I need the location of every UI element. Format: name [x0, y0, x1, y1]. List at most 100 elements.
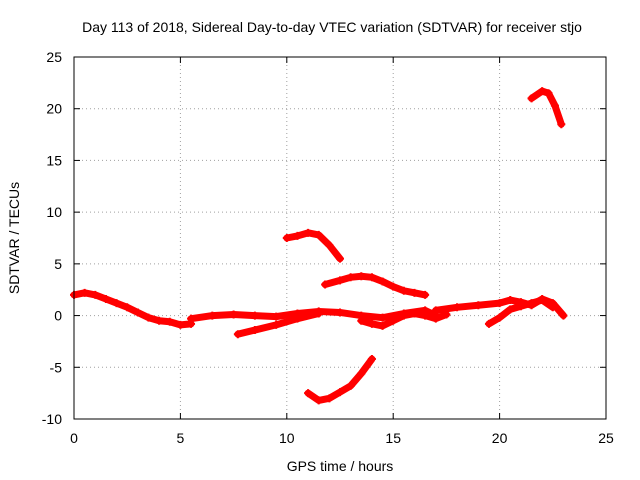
data-series: [70, 87, 568, 405]
data-point: [399, 286, 408, 295]
x-tick-label: 15: [385, 430, 401, 446]
series-track-3: [233, 309, 323, 339]
axis-ticks: 0 5 10 15 20 25 -10 -5 0 5 10 15 20 25: [42, 49, 614, 446]
data-point: [421, 290, 430, 299]
data-point: [557, 120, 566, 129]
data-point: [155, 316, 164, 325]
y-tick-label: 10: [46, 204, 62, 220]
data-point: [325, 241, 334, 250]
series-line: [70, 289, 195, 329]
data-point: [346, 381, 355, 390]
data-point: [314, 309, 323, 318]
y-tick-label: 15: [46, 152, 62, 168]
data-point: [272, 320, 281, 329]
data-point: [336, 276, 344, 285]
grid-lines: [74, 57, 606, 419]
data-point: [453, 303, 462, 312]
data-point: [282, 234, 291, 242]
data-point: [378, 321, 387, 330]
data-point: [442, 310, 451, 319]
series-track-10: [357, 309, 451, 330]
data-point: [378, 277, 387, 286]
data-point: [293, 314, 302, 323]
y-tick-label: 5: [54, 256, 62, 272]
series-line: [528, 87, 565, 128]
data-point: [484, 319, 493, 328]
data-point: [325, 394, 334, 403]
data-point: [229, 310, 238, 319]
data-point: [233, 330, 242, 339]
series-track-5: [484, 296, 557, 328]
data-point: [304, 389, 313, 398]
data-point: [321, 280, 330, 289]
x-axis-label: GPS time / hours: [287, 458, 394, 474]
data-point: [410, 309, 419, 318]
data-point: [112, 299, 121, 308]
x-tick-label: 25: [598, 430, 614, 446]
series-track-7: [321, 272, 430, 299]
data-point: [250, 311, 259, 320]
data-point: [559, 311, 568, 320]
data-point: [378, 313, 387, 322]
data-point: [336, 254, 344, 263]
data-point: [431, 306, 440, 315]
y-tick-label: -5: [50, 359, 63, 375]
data-point: [495, 313, 504, 322]
data-point: [187, 314, 196, 323]
data-point: [336, 308, 344, 317]
data-point: [506, 296, 515, 305]
data-point: [367, 319, 376, 328]
x-tick-label: 10: [279, 430, 295, 446]
data-point: [80, 288, 89, 297]
data-point: [544, 89, 553, 98]
data-point: [389, 282, 398, 291]
data-point: [538, 296, 547, 305]
y-tick-label: 0: [54, 308, 62, 324]
series-track-6: [282, 228, 344, 263]
data-point: [346, 273, 355, 282]
y-axis-label: SDTVAR / TECUs: [6, 182, 22, 294]
y-tick-label: -10: [42, 411, 62, 427]
data-point: [250, 326, 259, 335]
y-tick-label: 25: [46, 49, 62, 65]
data-point: [123, 303, 132, 312]
data-point: [516, 302, 525, 311]
data-point: [304, 228, 313, 237]
data-point: [357, 369, 366, 378]
data-point: [421, 311, 430, 320]
chart-title: Day 113 of 2018, Sidereal Day-to-day VTE…: [82, 19, 582, 35]
data-point: [293, 231, 302, 240]
data-point: [101, 295, 110, 304]
data-point: [176, 320, 185, 329]
data-point: [389, 316, 398, 325]
x-tick-label: 20: [492, 430, 508, 446]
series-track-1: [70, 288, 196, 329]
x-tick-label: 5: [177, 430, 185, 446]
data-point: [91, 290, 100, 299]
data-point: [474, 301, 483, 310]
data-point: [367, 355, 376, 364]
data-point: [538, 87, 547, 96]
data-point: [367, 273, 376, 282]
data-point: [133, 308, 142, 317]
series-track-8: [304, 355, 376, 405]
data-point: [550, 101, 559, 110]
data-point: [314, 396, 323, 405]
data-point: [506, 305, 515, 314]
series-line: [321, 272, 429, 299]
data-point: [165, 317, 174, 326]
data-point: [527, 299, 536, 308]
data-point: [144, 313, 153, 322]
x-tick-label: 0: [70, 430, 78, 446]
data-point: [208, 311, 217, 320]
data-point: [314, 230, 323, 239]
y-tick-label: 20: [46, 101, 62, 117]
series-track-9: [527, 87, 566, 129]
data-point: [548, 303, 557, 312]
data-point: [410, 288, 419, 297]
data-point: [272, 312, 281, 321]
plot-frame: [73, 56, 607, 420]
data-point: [357, 272, 366, 281]
data-point: [399, 311, 408, 320]
